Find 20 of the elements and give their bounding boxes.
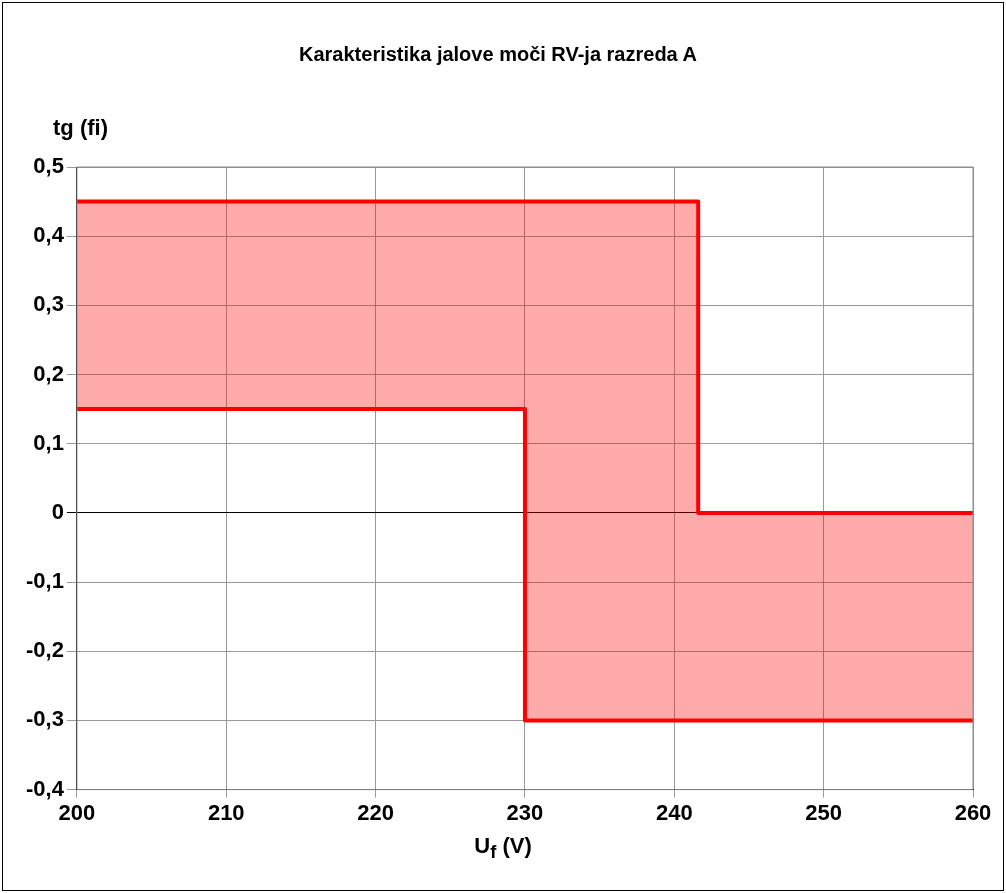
x-tick-label: 240 (655, 799, 693, 825)
y-tick-label: -0,3 (25, 706, 64, 732)
x-axis-title: U$_{f}$ (V) (473, 833, 533, 864)
y-tick-label: 0 (51, 498, 64, 524)
chart-title: Karakteristika jalove moči RV-ja razreda A (299, 42, 697, 65)
y-tick-label: 0,5 (33, 153, 64, 179)
y-tick-label: -0,1 (25, 568, 64, 594)
x-tick-label: 220 (357, 799, 394, 825)
y-tick-label: 0,2 (33, 360, 64, 386)
y-tick-label: -0,2 (25, 637, 64, 663)
x-tick-label: 250 (805, 799, 843, 825)
y-tick-label: 0,1 (33, 429, 64, 455)
y-tick-label: 0,4 (33, 222, 65, 248)
x-tick-label: 260 (954, 799, 992, 825)
y-tick-label: -0,4 (25, 775, 65, 801)
x-tick-label: 200 (58, 799, 96, 825)
y-axis-title: tg (fi) (53, 115, 108, 141)
x-tick-label: 210 (207, 799, 245, 825)
y-tick-label: 0,3 (33, 291, 64, 317)
x-tick-label: 230 (506, 799, 544, 825)
